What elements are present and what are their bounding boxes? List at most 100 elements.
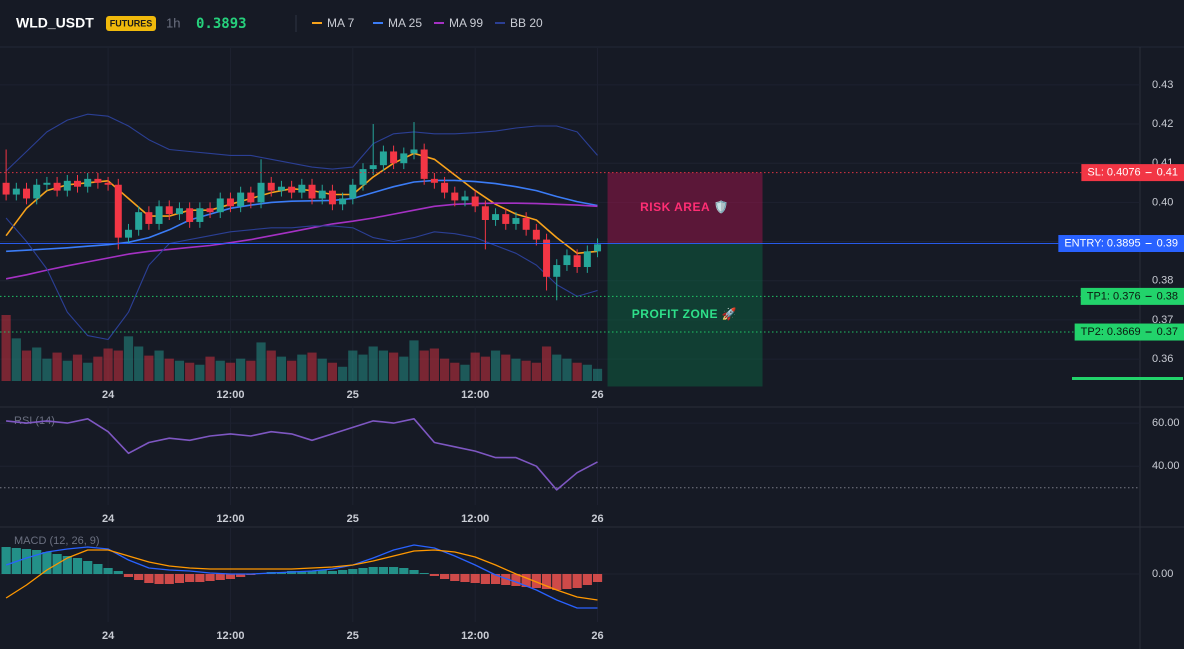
candle-body xyxy=(390,151,398,164)
level-tag-bg xyxy=(1081,164,1184,182)
x-tick-label: 12:00 xyxy=(461,513,489,525)
histogram-bar xyxy=(154,574,164,584)
candle-body xyxy=(359,169,367,185)
rsi-line xyxy=(6,418,598,491)
volume-bar xyxy=(592,368,603,381)
histogram-bar xyxy=(83,561,93,574)
histogram-bar xyxy=(134,574,144,580)
histogram-bar xyxy=(348,569,358,574)
x-tick-label: 12:00 xyxy=(216,513,244,525)
pane: 24 12:00 25 12:00 26 0.36 0.37 0.38 0.39 0.40 0.41… xyxy=(0,48,1184,401)
volume-bar xyxy=(1,315,11,381)
volume-bar xyxy=(11,338,21,381)
volume-bar xyxy=(297,354,307,381)
x-tick-label: 25 xyxy=(347,630,359,642)
volume-bar xyxy=(490,350,501,381)
histogram-bar xyxy=(185,574,195,582)
level-tag-bg xyxy=(1058,235,1184,253)
candle-body xyxy=(298,184,306,193)
candle-body xyxy=(410,149,418,154)
candle-body xyxy=(420,149,428,179)
ma-line xyxy=(5,202,598,280)
candle-body xyxy=(461,196,469,201)
candle-body xyxy=(145,212,153,224)
candle-body xyxy=(481,206,489,221)
level-axis-label: 0.39 xyxy=(1157,237,1178,249)
x-tick-label: 12:00 xyxy=(216,630,244,642)
histogram-bar xyxy=(480,574,490,584)
x-tick-label: 12:00 xyxy=(216,389,244,401)
histogram-bar xyxy=(297,571,307,574)
volume-bar xyxy=(358,354,368,381)
candle-body xyxy=(563,255,571,266)
volume-bar xyxy=(399,356,409,381)
histogram-bar xyxy=(399,568,409,574)
histogram-bar xyxy=(531,574,541,588)
histogram-bar xyxy=(21,549,32,574)
candle-body xyxy=(104,182,112,185)
candle-body xyxy=(379,151,387,166)
level-tag: 0.37 TP2: 0.3669 xyxy=(1074,323,1184,341)
candle-body xyxy=(175,208,183,215)
x-tick-label: 26 xyxy=(591,389,603,401)
volume-bar xyxy=(439,358,450,381)
volume-bar xyxy=(21,350,32,381)
volume-bar xyxy=(195,364,205,381)
y-tick-label: 40.00 xyxy=(1152,460,1180,472)
candle-body xyxy=(267,182,275,191)
volume-bar xyxy=(93,356,103,381)
level-label: SL: 0.4076 xyxy=(1087,167,1140,179)
candle-body xyxy=(124,229,132,238)
volume-bar xyxy=(552,354,562,381)
histogram-bar xyxy=(439,574,450,579)
volume-bar xyxy=(460,364,470,381)
volume-bar xyxy=(531,362,541,381)
y-tick-label: 0.43 xyxy=(1152,79,1173,91)
volume-bar xyxy=(470,352,480,381)
level-tag-bg xyxy=(1074,323,1184,341)
volume-bar xyxy=(276,356,287,381)
level-label: TP2: 0.3669 xyxy=(1081,326,1141,338)
histogram-bar xyxy=(511,574,521,586)
volume-bar xyxy=(72,354,83,381)
candle-body xyxy=(492,214,500,221)
x-tick-label: 24 xyxy=(102,513,115,525)
candle-body xyxy=(114,184,122,238)
volume-bar xyxy=(154,350,164,381)
candle-body xyxy=(43,182,51,185)
y-tick-label: 0.38 xyxy=(1152,275,1173,287)
level-tag: 0.41 SL: 0.4076 xyxy=(1081,164,1184,182)
volume-bar xyxy=(236,358,246,381)
zone xyxy=(607,243,763,387)
level-axis-label: 0.37 xyxy=(1157,326,1178,338)
volume-bar xyxy=(103,348,113,381)
volume-bar xyxy=(409,340,419,381)
candle-body xyxy=(349,184,357,199)
candle-body xyxy=(155,206,163,224)
candle-body xyxy=(512,218,520,224)
histogram-bar xyxy=(1,547,11,574)
y-tick-label: 0.42 xyxy=(1152,118,1173,130)
volume-bar xyxy=(62,360,72,381)
volume-bar xyxy=(256,342,266,381)
level-axis-label: 0.38 xyxy=(1157,290,1178,302)
candle-body xyxy=(196,208,204,222)
candle-body xyxy=(135,212,143,230)
last-price: 0.3893 xyxy=(196,16,247,32)
histogram-bar xyxy=(62,556,72,574)
volume-bar xyxy=(134,346,144,381)
candle-body xyxy=(430,178,438,183)
histogram-bar xyxy=(236,574,246,577)
zone-label: RISK AREA 🛡️ xyxy=(640,200,729,214)
histogram-bar xyxy=(490,574,501,584)
macd-line xyxy=(5,544,598,609)
candle-body xyxy=(441,182,449,193)
pane-title: MACD (12, 26, 9) xyxy=(14,535,100,547)
legend-label: MA 25 xyxy=(388,16,422,30)
candle-body xyxy=(573,255,581,268)
x-tick-label: 25 xyxy=(347,389,359,401)
candle-body xyxy=(257,182,265,203)
histogram-bar xyxy=(225,574,236,579)
